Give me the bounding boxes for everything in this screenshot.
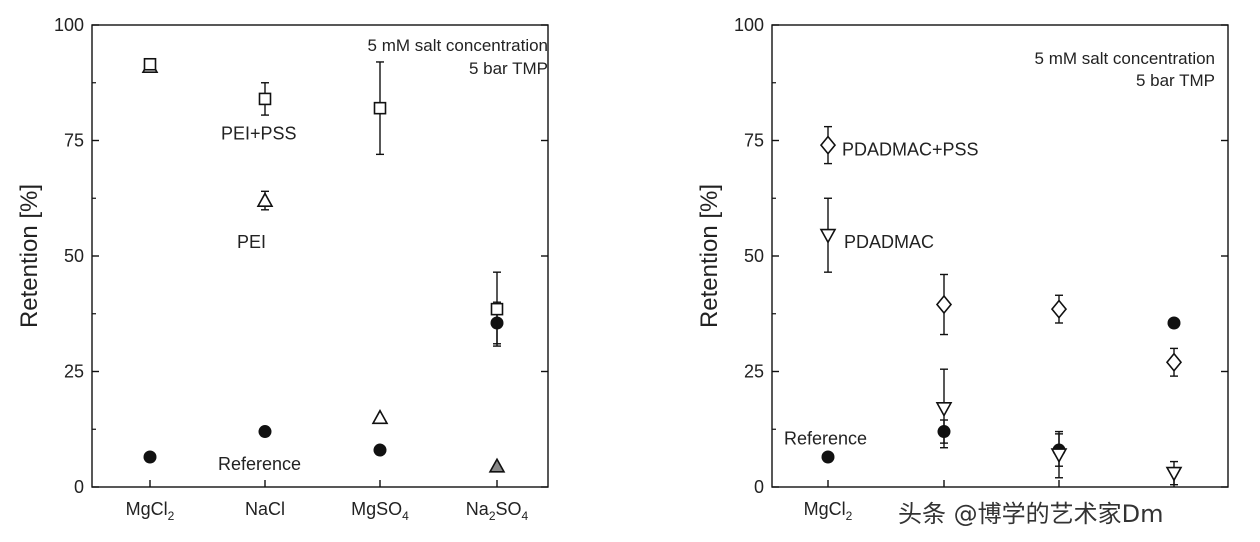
series-annotation: PDADMAC+PSS [842,140,979,160]
x-tick-label: MgCl2 [804,499,853,523]
condition-note: 5 mM salt concentration [1035,49,1215,68]
y-tick-label: 50 [744,246,764,266]
data-point [1050,299,1068,319]
series-annotation: Reference [218,454,301,474]
data-point [1165,352,1183,373]
y-tick-label: 0 [754,477,764,497]
data-point [373,443,387,457]
condition-note: 5 bar TMP [469,59,548,78]
right-panel: 0 25 50 75 100 MgCl2 Retention [%] 5 mM salt co… [696,15,1229,523]
x-tick-label: MgSO4 [351,499,409,523]
series-annotation: PDADMAC [844,232,934,252]
data-point [258,425,272,439]
y-tick-label: 75 [744,131,764,151]
data-point [143,450,157,464]
data-point [819,228,837,244]
condition-note: 5 bar TMP [1136,71,1215,90]
data-point [935,402,953,418]
data-point [1167,316,1181,330]
data-point [821,450,835,464]
series-annotation: Reference [784,428,867,448]
data-point [1165,466,1183,482]
data-point [488,457,506,473]
data-point [143,57,157,71]
y-axis-label: Retention [%] [696,184,723,328]
y-tick-label: 100 [734,15,764,35]
data-point [373,101,387,115]
data-point [935,294,953,315]
plot-frame [771,24,1229,488]
data-point [819,135,837,155]
y-tick-label: 25 [64,362,84,382]
x-tick-label: NaCl [245,499,285,519]
data-point [258,92,272,106]
y-tick-label: 0 [74,477,84,497]
left-panel: 0 25 50 75 100 MgCl2 NaCl MgSO4 Na2SO4 Retention … [16,15,549,523]
y-tick-label: 75 [64,131,84,151]
series-annotation: PEI+PSS [221,124,297,144]
data-point [490,302,504,316]
plot-frame [91,24,549,488]
y-axis-label: Retention [%] [16,184,43,328]
series-annotation: PEI [237,232,266,252]
data-point [371,409,389,425]
condition-note: 5 mM salt concentration [368,36,548,55]
y-tick-label: 50 [64,246,84,266]
data-point [256,191,274,207]
y-tick-label: 100 [54,15,84,35]
y-tick-label: 25 [744,362,764,382]
x-tick-label: Na2SO4 [466,499,529,523]
watermark-text: 头条 @博学的艺术家Dm [898,500,1164,528]
data-point [1050,448,1068,464]
x-tick-label: MgCl2 [126,499,175,523]
